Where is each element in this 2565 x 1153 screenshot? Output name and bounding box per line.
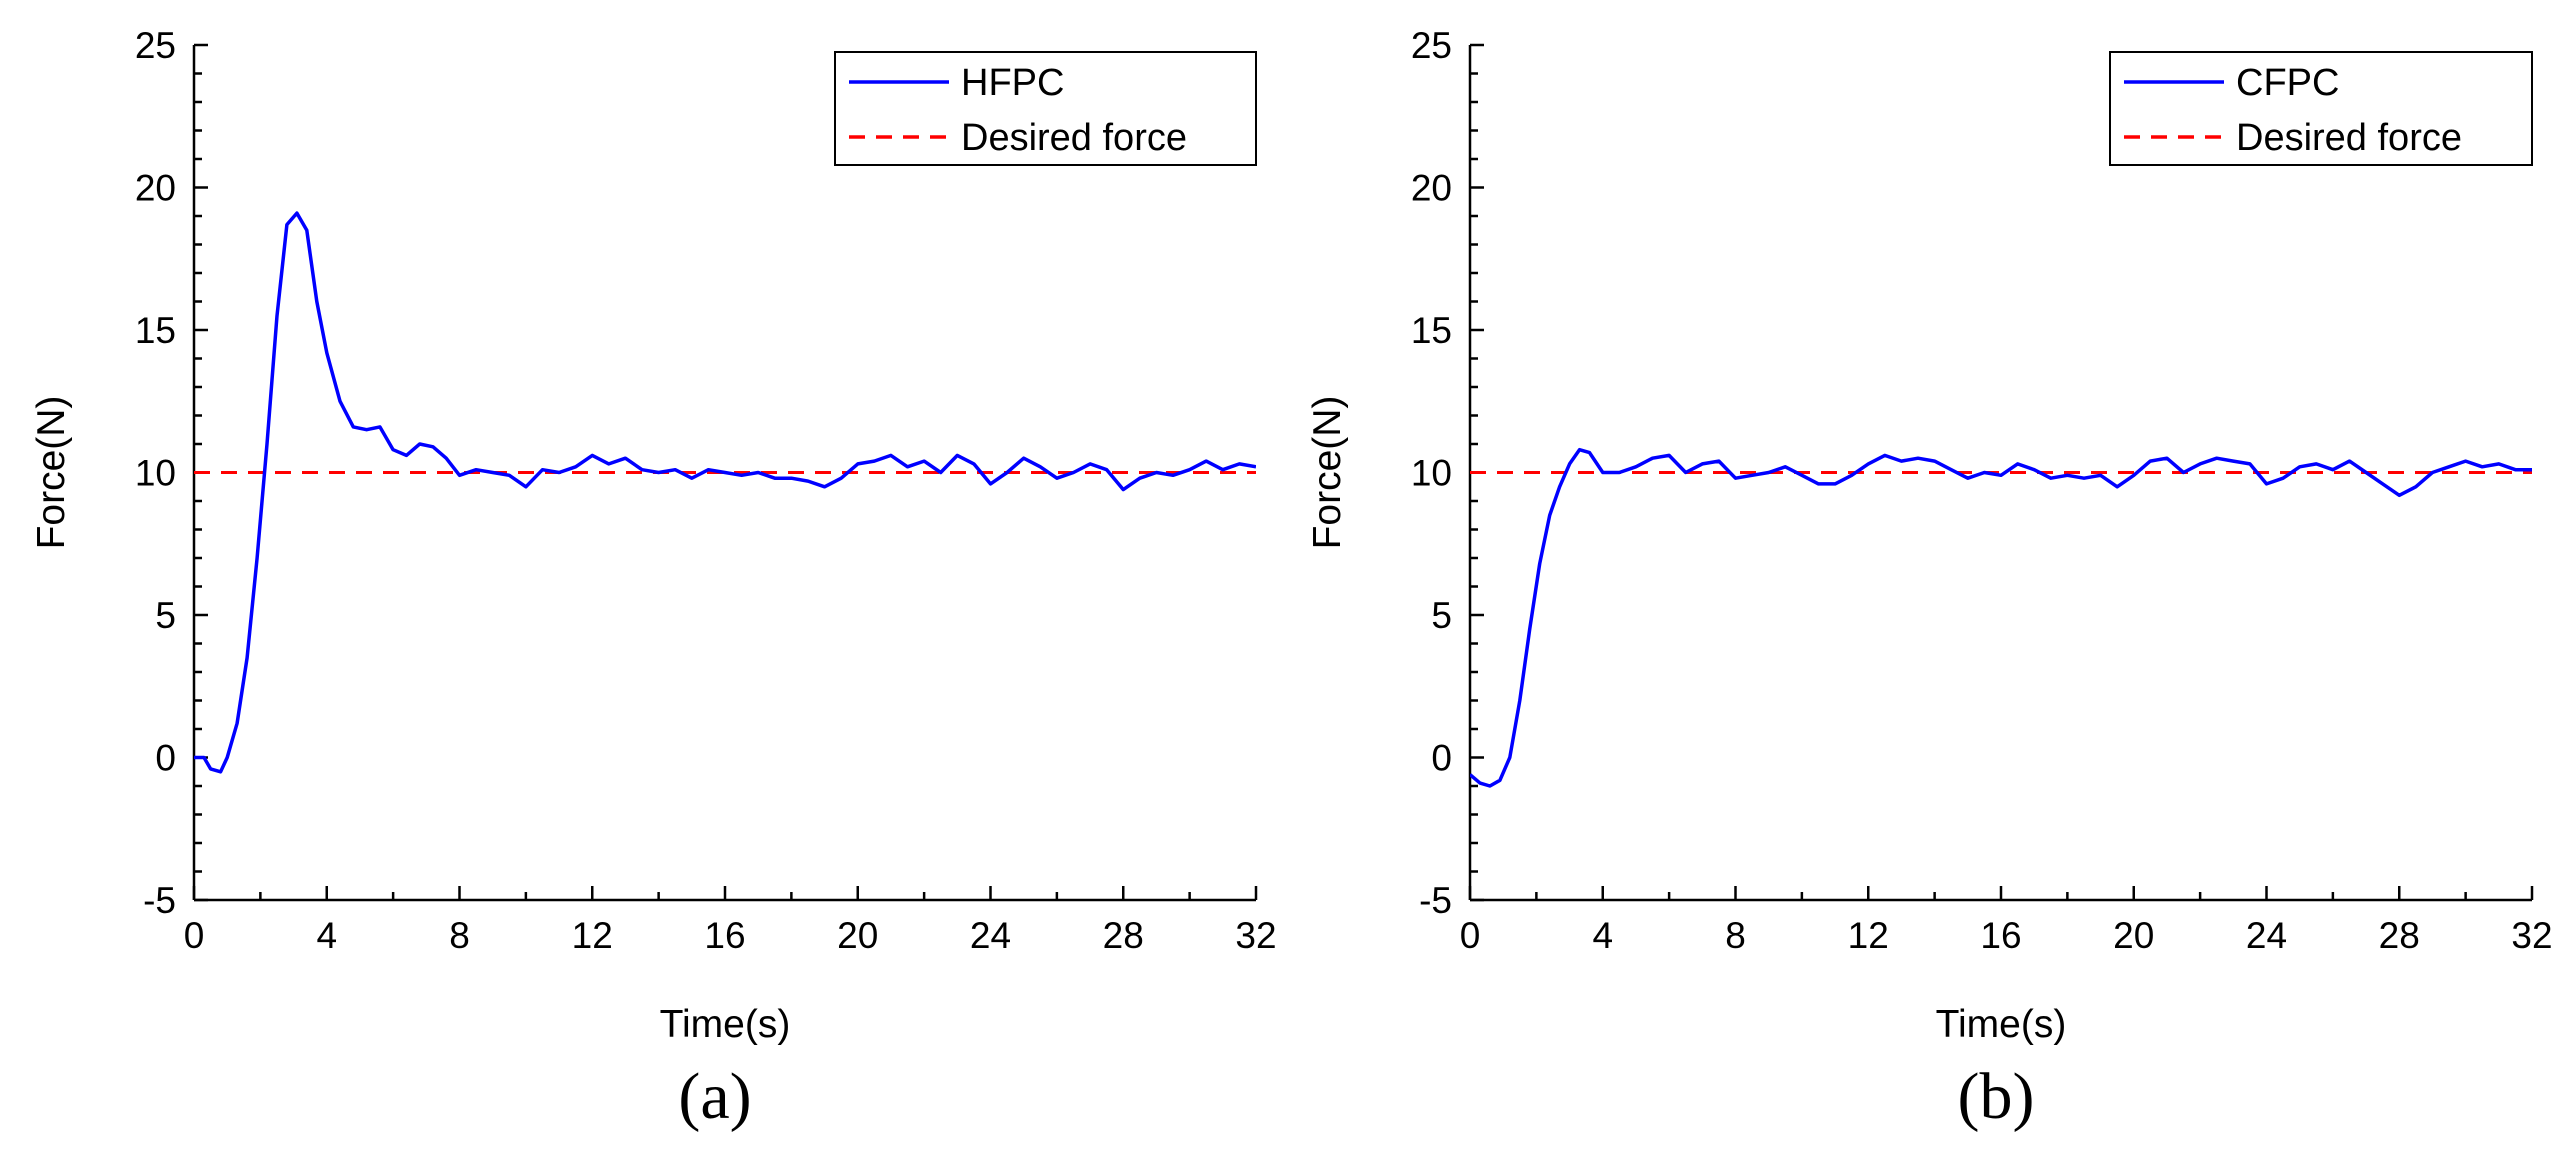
x-tick-label: 32 — [1235, 915, 1276, 956]
legend-label: Desired force — [2236, 117, 2462, 159]
x-tick-label: 0 — [184, 915, 205, 956]
x-tick-label: 4 — [1592, 915, 1613, 956]
y-tick-label: 25 — [1411, 25, 1452, 66]
legend-label: Desired force — [961, 117, 1187, 159]
legend-box — [2109, 51, 2533, 166]
y-tick-label: 0 — [1431, 738, 1452, 779]
measured-force-line — [194, 211, 1256, 774]
x-tick-label: 4 — [316, 915, 337, 956]
y-tick-label: 5 — [155, 595, 176, 636]
y-tick-label: -5 — [1419, 880, 1452, 921]
x-tick-label: 32 — [2511, 915, 2552, 956]
y-axis-label: Force(N) — [30, 396, 73, 550]
x-tick-label: 24 — [970, 915, 1011, 956]
x-tick-label: 20 — [2113, 915, 2154, 956]
legend-label: HFPC — [961, 62, 1064, 104]
chart-panel-b: 0 4 8 12 16 20 24 28 32-50510152025Time(s)Force(… — [1306, 25, 2553, 1133]
legend: CFPC Desired force — [2109, 51, 2533, 166]
y-tick-label: 15 — [135, 310, 176, 351]
y-tick-label: 0 — [155, 738, 176, 779]
x-axis-label: Time(s) — [660, 1003, 791, 1046]
x-tick-label: 12 — [1848, 915, 1889, 956]
x-tick-label: 16 — [704, 915, 745, 956]
panel-label: (a) — [678, 1060, 751, 1133]
y-tick-label: 15 — [1411, 310, 1452, 351]
x-tick-label: 24 — [2246, 915, 2287, 956]
chart-panel-a: 0 4 8 12 16 20 24 28 32-50510152025Time(s)Force(… — [30, 25, 1277, 1133]
measured-force-line — [1470, 447, 2532, 788]
x-tick-label: 8 — [1725, 915, 1746, 956]
legend: HFPC Desired force — [834, 51, 1257, 166]
panel-label: (b) — [1958, 1060, 2035, 1133]
x-tick-label: 28 — [2379, 915, 2420, 956]
y-tick-label: 10 — [135, 453, 176, 494]
legend-box — [834, 51, 1257, 166]
y-tick-label: 10 — [1411, 453, 1452, 494]
y-tick-label: -5 — [143, 880, 176, 921]
legend-label: CFPC — [2236, 62, 2339, 104]
x-tick-label: 0 — [1460, 915, 1481, 956]
x-axis-label: Time(s) — [1936, 1003, 2067, 1046]
y-axis-label: Force(N) — [1306, 396, 1349, 550]
y-tick-label: 5 — [1431, 595, 1452, 636]
x-tick-label: 28 — [1103, 915, 1144, 956]
y-tick-label: 20 — [1411, 168, 1452, 209]
x-tick-label: 20 — [837, 915, 878, 956]
x-tick-label: 16 — [1980, 915, 2021, 956]
y-tick-label: 20 — [135, 168, 176, 209]
y-tick-label: 25 — [135, 25, 176, 66]
x-tick-label: 8 — [449, 915, 470, 956]
x-tick-label: 12 — [572, 915, 613, 956]
